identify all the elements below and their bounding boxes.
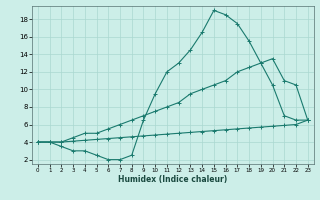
X-axis label: Humidex (Indice chaleur): Humidex (Indice chaleur) bbox=[118, 175, 228, 184]
